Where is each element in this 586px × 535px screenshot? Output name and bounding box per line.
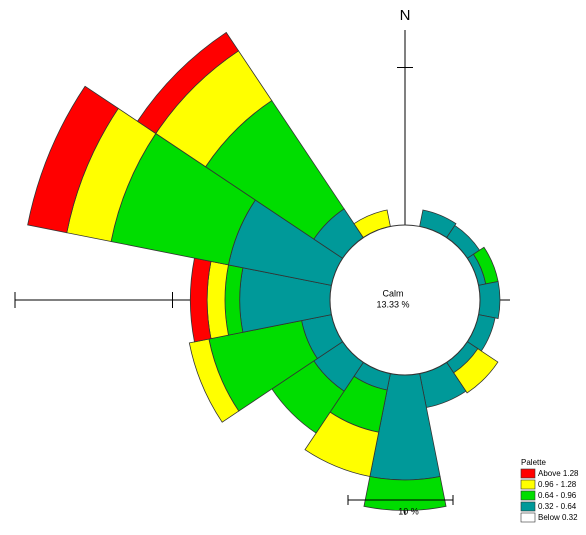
legend-label: 0.96 - 1.28 <box>538 480 577 489</box>
scale-label: 10 % <box>398 506 419 516</box>
legend-label: 0.64 - 0.96 <box>538 491 577 500</box>
legend-label: Below 0.32 <box>538 513 578 522</box>
calm-label: Calm <box>382 288 403 298</box>
calm-circle <box>329 224 481 376</box>
wind-segment <box>453 348 499 394</box>
legend-swatch <box>520 490 536 501</box>
legend-label: Above 1.28 <box>538 469 579 478</box>
wind-segment <box>206 260 229 340</box>
wind-segment <box>478 281 501 319</box>
legend-swatch <box>520 479 536 490</box>
legend-swatch <box>520 501 536 512</box>
wind-segment <box>188 338 240 423</box>
wind-segment <box>304 411 380 478</box>
legend-label: 0.32 - 0.64 <box>538 502 577 511</box>
wind-segment <box>136 31 240 135</box>
legend-swatch <box>520 512 536 523</box>
calm-value: 13.33 % <box>376 299 409 309</box>
legend-swatch <box>520 468 536 479</box>
legend-title: Palette <box>521 458 546 467</box>
wind-segment <box>27 85 119 234</box>
wind-segment <box>363 476 447 511</box>
north-label: N <box>400 7 411 24</box>
